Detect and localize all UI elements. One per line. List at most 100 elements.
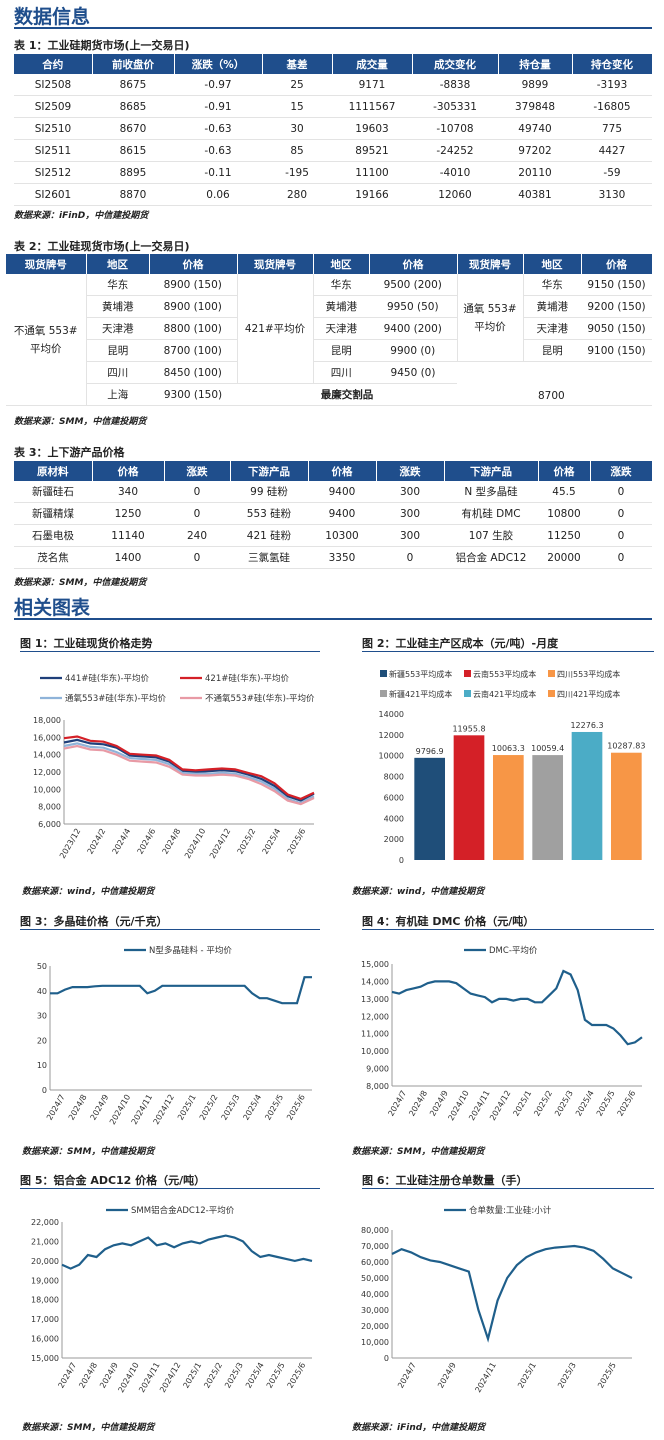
x-tick-label: 2025/4 <box>574 1089 596 1118</box>
y-tick-label: 10,000 <box>33 785 61 794</box>
table2-source: 数据来源：SMM，中信建投期货 <box>14 417 147 427</box>
legend-label: N型多晶硅料 - 平均价 <box>149 945 232 956</box>
y-tick-label: 10,000 <box>361 1338 389 1347</box>
data-label: 11955.8 <box>452 724 485 733</box>
table-cell: 0 <box>590 502 652 525</box>
y-tick-label: 16,000 <box>31 1335 59 1344</box>
y-tick-label: 6,000 <box>38 820 61 829</box>
fig-divider <box>20 1188 320 1189</box>
series-line <box>50 976 312 1005</box>
table-cell: SI2508 <box>14 74 92 96</box>
legend-swatch <box>380 670 387 677</box>
x-tick-label: 2025/5 <box>596 1361 618 1390</box>
price-cell: 9400 (200) <box>369 317 457 340</box>
table-cell: 0 <box>164 481 230 503</box>
table-cell: SI2512 <box>14 161 92 184</box>
fig-divider <box>20 651 320 652</box>
price-cell: 9950 (50) <box>369 295 457 318</box>
table-cell: 40381 <box>498 183 572 206</box>
table-cell: 9171 <box>332 74 412 96</box>
x-tick-label: 2025/1 <box>181 1361 203 1390</box>
table-cell: 1400 <box>92 546 164 569</box>
table-cell: 有机硅 DMC <box>444 502 538 525</box>
x-tick-label: 2024/12 <box>488 1089 512 1122</box>
y-tick-label: 20,000 <box>361 1322 389 1331</box>
y-tick-label: 9,000 <box>366 1065 389 1074</box>
legend-label: DMC-平均价 <box>489 945 538 956</box>
x-tick-label: 2024/10 <box>108 1093 132 1126</box>
x-tick-label: 2025/3 <box>223 1361 245 1390</box>
table3-title: 表 3：上下游产品价格 <box>14 446 125 459</box>
y-tick-label: 70,000 <box>361 1242 389 1251</box>
table-cell: 1250 <box>92 502 164 525</box>
empty-cell <box>457 361 652 406</box>
table-cell: 新疆精煤 <box>14 502 92 525</box>
table-cell: 421 硅粉 <box>230 524 308 547</box>
column-header: 价格 <box>581 254 653 274</box>
y-tick-label: 12000 <box>379 731 404 740</box>
table-cell: 20000 <box>538 546 590 569</box>
x-tick-label: 2025/2 <box>198 1093 220 1122</box>
table-cell: 0 <box>376 546 444 569</box>
table-cell: 11100 <box>332 161 412 184</box>
legend-label: 441#硅(华东)-平均价 <box>65 673 150 684</box>
y-tick-label: 15,000 <box>31 1354 59 1363</box>
series-line <box>61 1234 313 1270</box>
legend-swatch <box>548 690 555 697</box>
table-cell: SI2601 <box>14 183 92 206</box>
x-tick-label: 2025/6 <box>285 1093 307 1122</box>
y-tick-label: 8,000 <box>366 1082 389 1091</box>
cheapest-deliverable-label: 最廉交割品 <box>237 383 457 406</box>
legend-label: 421#硅(华东)-平均价 <box>205 673 290 684</box>
column-header: 下游产品 <box>444 461 539 481</box>
column-header: 价格 <box>369 254 458 274</box>
table-cell: 茂名焦 <box>14 546 92 569</box>
column-header: 持仓变化 <box>572 54 653 74</box>
column-header: 价格 <box>149 254 238 274</box>
x-tick-label: 2024/7 <box>396 1361 418 1390</box>
table-cell: 3350 <box>308 546 376 569</box>
table-cell: 49740 <box>498 117 572 140</box>
table-cell: 8615 <box>92 139 174 162</box>
data-label: 9796.9 <box>416 747 444 756</box>
section-divider <box>14 618 652 620</box>
fig6-title: 图 6：工业硅注册仓单数量（手） <box>362 1174 528 1187</box>
fig2-source: 数据来源：wind，中信建投期货 <box>352 887 485 897</box>
y-tick-label: 40,000 <box>361 1290 389 1299</box>
table-cell: 1111567 <box>332 95 412 118</box>
price-cell: 8700 (100) <box>149 339 237 362</box>
y-tick-label: 60,000 <box>361 1258 389 1267</box>
region-cell: 黄埔港 <box>86 295 149 318</box>
table-cell: 30 <box>262 117 332 140</box>
table-row: 茂名焦 1400 0 三氯氢硅 3350 0 铝合金 ADC12 20000 0 <box>14 546 652 569</box>
region-cell: 昆明 <box>86 339 149 362</box>
column-header: 成交变化 <box>412 54 499 74</box>
region-cell: 天津港 <box>523 317 581 340</box>
table-cell: 280 <box>262 183 332 206</box>
fig2-title: 图 2：工业硅主产区成本（元/吨）-月度 <box>362 637 559 650</box>
spot-price-chart: 6,000 8,000 10,000 12,000 14,000 16,000 18,000… <box>33 673 315 860</box>
table-cell: -305331 <box>412 95 498 118</box>
y-tick-label: 17,000 <box>31 1315 59 1324</box>
table-row: 石墨电极 11140 240 421 硅粉 10300 300 107 生胶 11250 0 <box>14 524 652 547</box>
x-tick-label: 2023/12 <box>58 827 82 860</box>
data-label: 10059.4 <box>531 744 564 753</box>
x-tick-label: 2024/9 <box>428 1089 450 1118</box>
y-tick-label: 18,000 <box>33 716 61 725</box>
table-cell: 8870 <box>92 183 174 206</box>
x-tick-label: 2025/5 <box>265 1361 287 1390</box>
fig5-title: 图 5：铝合金 ADC12 价格（元/吨） <box>20 1174 206 1187</box>
y-tick-label: 10,000 <box>361 1047 389 1056</box>
table-cell: 12060 <box>412 183 498 206</box>
column-header: 现货牌号 <box>237 254 314 274</box>
x-tick-label: 2024/9 <box>436 1361 458 1390</box>
table1-title: 表 1：工业硅期货市场(上一交易日) <box>14 39 190 52</box>
y-tick-label: 12,000 <box>361 1012 389 1021</box>
region-cell: 华东 <box>313 274 369 296</box>
column-header: 原材料 <box>14 461 93 481</box>
legend-label: 四川421平均成本 <box>557 689 620 699</box>
y-tick-label: 18,000 <box>31 1296 59 1305</box>
series-line <box>391 969 643 1046</box>
x-tick-label: 2024/4 <box>111 827 133 856</box>
y-tick-label: 16,000 <box>33 733 61 742</box>
